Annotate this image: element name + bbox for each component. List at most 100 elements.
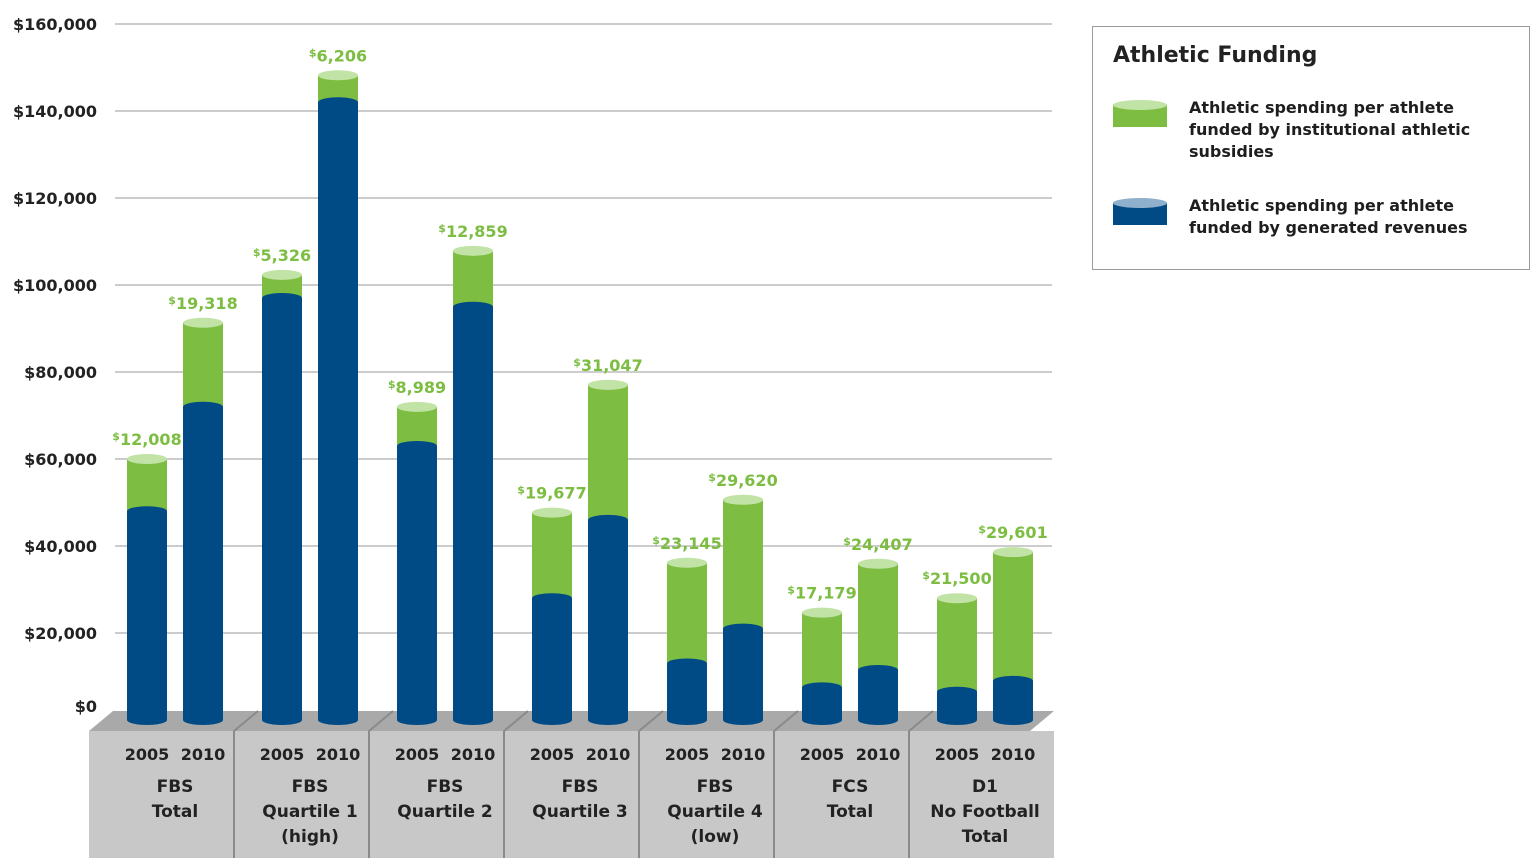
x-group-label: FBS <box>292 777 329 797</box>
x-year-label: 2005 <box>800 745 845 764</box>
x-group-label: (low) <box>691 827 740 847</box>
bar-revenue <box>318 102 358 721</box>
x-year-label: 2010 <box>856 745 901 764</box>
data-label: $5,326 <box>253 246 311 265</box>
bar-base-cap <box>858 715 898 725</box>
bar-revenue <box>127 511 167 720</box>
bar-top-cap <box>858 558 898 569</box>
y-tick-label: $0 <box>75 697 97 716</box>
x-group-label: FBS <box>697 777 734 797</box>
y-tick-label: $100,000 <box>13 276 97 295</box>
bar-revenue <box>397 445 437 720</box>
x-group-label: FBS <box>562 777 599 797</box>
bar-base-cap <box>127 715 167 725</box>
data-label: $23,145 <box>652 534 721 553</box>
x-year-label: 2005 <box>665 745 710 764</box>
x-group-label: FCS <box>832 777 869 797</box>
bar-revenue <box>262 298 302 720</box>
bar-top-cap <box>588 379 628 390</box>
group-separator <box>908 710 934 732</box>
floor-front <box>89 731 1054 858</box>
group-separator <box>233 710 259 732</box>
x-group-label: FBS <box>427 777 464 797</box>
legend-title: Athletic Funding <box>1113 43 1318 68</box>
data-label: $24,407 <box>843 535 912 554</box>
x-year-label: 2010 <box>181 745 226 764</box>
x-group-label: Quartile 2 <box>397 802 492 822</box>
x-group-label: FBS <box>157 777 194 797</box>
data-label: $12,859 <box>438 222 507 241</box>
bar-revenue-cap <box>183 401 223 412</box>
bar-top-cap <box>532 507 572 518</box>
y-tick-label: $60,000 <box>24 450 97 469</box>
x-group-label: Quartile 4 <box>667 802 763 822</box>
group-separator <box>773 710 799 732</box>
y-tick-label: $140,000 <box>13 102 97 121</box>
x-group-label: No Football <box>930 802 1040 822</box>
legend-label-revenues: Athletic spending per athlete funded by … <box>1189 196 1468 237</box>
x-year-label: 2005 <box>935 745 980 764</box>
bar-top-cap <box>802 607 842 618</box>
bar-base-cap <box>588 715 628 725</box>
bar-base-cap <box>667 715 707 725</box>
bar-base-cap <box>397 715 437 725</box>
x-year-label: 2005 <box>530 745 575 764</box>
x-year-label: 2010 <box>451 745 496 764</box>
bar-revenue-cap <box>588 514 628 525</box>
x-group-label: Total <box>152 802 198 822</box>
bar-base-cap <box>183 715 223 725</box>
x-year-label: 2010 <box>721 745 766 764</box>
bar-revenue-cap <box>397 440 437 451</box>
legend-swatch-revenues <box>1113 198 1167 225</box>
group-separator <box>368 710 394 732</box>
legend-swatch-subsidies <box>1113 100 1167 127</box>
x-group-label: D1 <box>972 777 998 797</box>
bar-base-cap <box>318 715 358 725</box>
bar-revenue-cap <box>802 682 842 693</box>
bar-base-cap <box>937 715 977 725</box>
bar-top-cap <box>667 557 707 568</box>
x-group-label: Quartile 3 <box>532 802 627 822</box>
bar-base-cap <box>802 715 842 725</box>
bar-top-cap <box>127 453 167 464</box>
bar-revenue <box>802 687 842 720</box>
group-separator <box>638 710 664 732</box>
bar-base-cap <box>453 715 493 725</box>
bar-revenue-cap <box>993 675 1033 686</box>
x-year-label: 2010 <box>586 745 631 764</box>
bar-revenue <box>858 669 898 720</box>
bar-revenue <box>993 680 1033 720</box>
y-tick-label: $40,000 <box>24 537 97 556</box>
y-tick-label: $20,000 <box>24 624 97 643</box>
bar-top-cap <box>183 317 223 328</box>
data-label: $17,179 <box>787 584 856 603</box>
bar-revenue-cap <box>127 506 167 517</box>
bar-base-cap <box>532 715 572 725</box>
x-group-label: Total <box>827 802 873 822</box>
bar-revenue <box>588 519 628 720</box>
legend: Athletic Funding Athletic spending per a… <box>1092 26 1530 270</box>
bar-top-cap <box>723 494 763 505</box>
x-year-label: 2010 <box>316 745 361 764</box>
data-label: $6,206 <box>309 46 367 65</box>
bar-top-cap <box>937 593 977 604</box>
legend-label-subsidies: Athletic spending per athlete funded by … <box>1189 98 1471 161</box>
bar-revenue <box>667 663 707 720</box>
x-group-label: (high) <box>281 827 339 847</box>
bar-top-cap <box>397 401 437 412</box>
bar-revenue <box>532 598 572 720</box>
bar-revenue-cap <box>532 593 572 604</box>
x-year-label: 2010 <box>991 745 1036 764</box>
bar-base-cap <box>723 715 763 725</box>
bar-base-cap <box>262 715 302 725</box>
data-label: $19,318 <box>168 294 237 313</box>
data-label: $31,047 <box>573 356 642 375</box>
y-tick-label: $80,000 <box>24 363 97 382</box>
group-separator <box>503 710 529 732</box>
bar-revenue <box>183 406 223 720</box>
data-label: $29,601 <box>978 523 1047 542</box>
y-tick-label: $160,000 <box>13 15 97 34</box>
bar-revenue <box>723 628 763 720</box>
bar-revenue-cap <box>937 686 977 697</box>
